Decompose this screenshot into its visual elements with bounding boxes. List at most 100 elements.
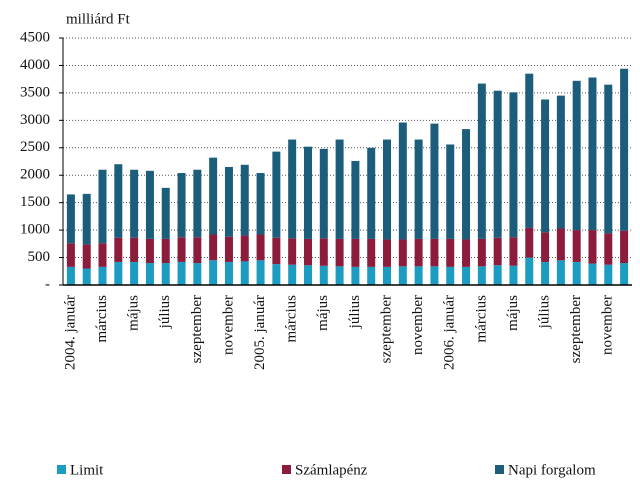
bar-segment [414,139,423,239]
x-tick-label: 2006. január [442,295,458,370]
bar-segment [130,237,139,262]
bar-segment [256,260,265,285]
bar-segment [414,266,423,285]
bar-segment [114,237,123,262]
x-tick-label: szeptember [189,295,205,363]
bar-segment [145,263,154,285]
bar-segment [462,129,471,240]
x-tick-label: március [284,295,300,343]
bar-segment [588,230,597,264]
bar-segment [572,80,581,231]
y-tick-label: 3000 [20,112,50,128]
y-tick-label: 3500 [20,84,50,100]
bar-segment [98,266,107,285]
bar-segment [335,139,344,239]
x-tick-label: május [315,295,331,331]
bar-segment [604,264,613,285]
bar-segment [604,84,613,234]
legend-label: Napi forgalom [508,462,596,478]
bar-segment [209,234,218,261]
x-tick-label: 2005. január [252,295,268,370]
bar-segment [161,263,170,285]
x-tick-label: május [126,295,142,331]
bar-segment [66,243,75,267]
bar-segment [525,227,534,258]
x-tick-label: november [220,295,236,355]
x-tick-label: november [600,295,616,355]
y-axis-label: milliárd Ft [66,11,131,27]
bar-segment [130,261,139,285]
bar-segment [541,232,550,262]
bar-segment [319,148,328,239]
bar-segment [477,238,486,267]
bar-segment [477,266,486,285]
bar-segment [493,90,502,238]
bar-segment [620,68,629,231]
bar-segment [272,237,281,265]
x-tick-label: március [473,295,489,343]
x-tick-label: május [505,295,521,331]
bar-segment [509,265,518,285]
bar-segment [430,238,439,267]
legend-label: Számlapénz [295,462,368,478]
bar-segment [446,144,455,239]
bar-segment [367,238,376,267]
bar-segment [572,261,581,285]
bar-segment [398,122,407,240]
bar-segment [288,139,297,239]
bar-segment [177,173,186,238]
bar-segment [383,266,392,285]
y-tick-label: 2500 [20,139,50,155]
bar-segment [161,238,170,264]
bar-segment [556,95,565,229]
bar-segment [367,147,376,239]
bar-segment [335,266,344,285]
bar-segment [351,160,360,239]
bar-segment [114,261,123,285]
bar-segment [604,233,613,265]
bar-segment [193,169,202,238]
bar-segment [462,239,471,267]
bar-segment [272,151,281,238]
bar-segment [509,92,518,238]
bar-segment [303,265,312,285]
y-tick-label: 500 [28,249,51,265]
bar-segment [240,261,249,285]
bar-segment [556,228,565,261]
bar-segment [209,260,218,285]
x-tick-label: március [94,295,110,343]
y-tick-label: 4000 [20,57,50,73]
x-tick-label: július [537,295,553,330]
bar-segment [398,239,407,267]
bar-segment [383,239,392,267]
y-tick-label: 1000 [20,222,50,238]
bar-segment [319,265,328,285]
bar-segment [477,83,486,239]
bar-segment [240,164,249,236]
bar-segment [509,237,518,266]
bar-segment [288,264,297,285]
bar-segment [82,244,91,269]
bar-segment [82,268,91,285]
bar-segment [98,243,107,267]
legend-swatch [282,465,291,474]
bar-segment [224,236,233,262]
bar-segment [145,170,154,239]
y-tick-label: 2000 [20,167,50,183]
legend-swatch [57,465,66,474]
bar-segment [145,238,154,264]
bar-segment [620,263,629,285]
bar-segment [430,266,439,285]
x-tick-label: szeptember [378,295,394,363]
bar-segment [446,266,455,285]
bar-segment [430,123,439,239]
bar-segment [224,261,233,285]
bar-segment [303,146,312,239]
bar-segment [351,238,360,267]
bar-segment [114,164,123,238]
bar-segment [383,139,392,240]
x-tick-label: július [157,295,173,330]
x-tick-label: július [347,295,363,330]
bar-segment [588,263,597,285]
